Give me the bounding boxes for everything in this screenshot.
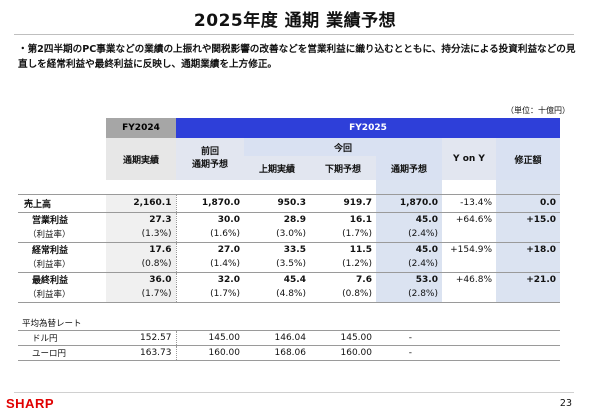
header-current: 今回	[244, 138, 442, 156]
cell-h1: (4.8%)	[276, 289, 306, 300]
cell-fy24: (0.8%)	[106, 257, 176, 272]
header-yoy: Y on Y	[442, 138, 496, 180]
summary-bullet: ・第2四半期のPC事業などの業績の上振れや関税影響の改善などを営業利益に織り込む…	[18, 44, 576, 70]
cell-prev: 145.00	[175, 330, 244, 345]
cell-h2: 919.7	[343, 198, 372, 208]
cell-prev: 30.0	[175, 212, 244, 227]
cell-h1: 168.06	[274, 347, 307, 358]
cell-h1: (3.0%)	[276, 229, 306, 240]
cell-fy24: 27.3	[106, 212, 176, 227]
table-row: 最終利益 36.0 32.0 45.4 7.6 53.0 +46.8% +21.…	[18, 272, 560, 287]
cell-prev: 160.00	[175, 345, 244, 360]
cell-full: 1,870.0	[376, 194, 442, 212]
page-number: 23	[559, 398, 572, 409]
title-divider	[14, 34, 574, 35]
table-row: （利益率） (1.7%) (1.7%) (4.8%) (0.8%) (2.8%)	[18, 287, 560, 302]
row-label: ユーロ円	[32, 348, 67, 359]
cell-full: (2.4%)	[376, 227, 442, 242]
cell-revision: +15.0	[496, 212, 560, 227]
header-full-forecast: 通期予想	[376, 156, 442, 180]
row-label: 最終利益	[32, 276, 69, 287]
cell-h1: 33.5	[283, 244, 306, 255]
fx-title-row: 平均為替レート	[18, 316, 560, 330]
cell-prev: 32.0	[175, 272, 244, 287]
table-row: 営業利益 27.3 30.0 28.9 16.1 45.0 +64.6% +15…	[18, 212, 560, 227]
cell-prev: 1,870.0	[175, 194, 244, 212]
fx-title: 平均為替レート	[22, 318, 82, 329]
cell-yoy: +64.6%	[455, 214, 492, 225]
row-label: 経常利益	[32, 246, 69, 257]
row-label: 売上高	[24, 199, 52, 210]
cell-prev: 27.0	[175, 242, 244, 257]
cell-h2: 145.00	[340, 332, 373, 343]
cell-revision: +21.0	[496, 272, 560, 287]
row-label: ドル円	[32, 333, 58, 344]
cell-full: (2.8%)	[376, 287, 442, 302]
cell-h1: 28.9	[283, 214, 306, 225]
cell-fy24: 36.0	[106, 272, 176, 287]
cell-full: -	[408, 332, 412, 343]
cell-yoy: -13.4%	[460, 198, 492, 208]
cell-h2: 11.5	[349, 244, 372, 255]
table-row: （利益率） (0.8%) (1.4%) (3.5%) (1.2%) (2.4%)	[18, 257, 560, 272]
cell-revision	[496, 287, 560, 302]
cell-revision	[496, 227, 560, 242]
table-row: 売上高 2,160.1 1,870.0 950.3 919.7 1,870.0 …	[18, 194, 560, 212]
cell-yoy	[442, 257, 496, 272]
cell-h1: (3.5%)	[276, 259, 306, 270]
cell-fy24: 2,160.1	[106, 194, 176, 212]
cell-fy24: (1.7%)	[106, 287, 176, 302]
cell-fy24: (1.3%)	[106, 227, 176, 242]
cell-full: 53.0	[376, 272, 442, 287]
sharp-logo: SHARP	[6, 396, 55, 411]
cell-h2: (0.8%)	[342, 289, 372, 300]
header-prev-forecast: 前回 通期予想	[176, 138, 244, 180]
cell-full: 45.0	[376, 212, 442, 227]
cell-yoy: +154.9%	[450, 244, 492, 255]
unit-note: （単位：十億円）	[506, 106, 570, 115]
cell-full: (2.4%)	[376, 257, 442, 272]
cell-yoy	[442, 227, 496, 242]
row-label: （利益率）	[28, 260, 71, 271]
header-fy2025: FY2025	[176, 118, 560, 138]
cell-yoy	[442, 287, 496, 302]
cell-fy24: 17.6	[106, 242, 176, 257]
forecast-table: FY2024 FY2025 通期実績 前回 通期予想 今回 Y on Y 修正額…	[18, 118, 560, 361]
footer-divider	[14, 392, 574, 393]
header-actual: 通期実績	[106, 138, 176, 180]
cell-prev: (1.7%)	[175, 287, 244, 302]
header-h2-forecast: 下期予想	[310, 156, 376, 180]
page-title: 2025年度 通期 業績予想	[193, 11, 397, 31]
table-row: 経常利益 17.6 27.0 33.5 11.5 45.0 +154.9% +1…	[18, 242, 560, 257]
cell-revision	[496, 257, 560, 272]
cell-h2: 7.6	[356, 274, 372, 285]
cell-h2: 16.1	[349, 214, 372, 225]
cell-h2: (1.7%)	[342, 229, 372, 240]
header-blank	[18, 118, 106, 138]
cell-fy24: 163.73	[140, 347, 172, 358]
cell-h1: 950.3	[277, 198, 306, 208]
cell-yoy: +46.8%	[455, 274, 492, 285]
cell-revision: 0.0	[496, 194, 560, 212]
row-label: 営業利益	[32, 216, 69, 227]
table-row: ドル円 152.57 145.00 146.04 145.00 -	[18, 330, 560, 345]
cell-revision: +18.0	[496, 242, 560, 257]
table-row: （利益率） (1.3%) (1.6%) (3.0%) (1.7%) (2.4%)	[18, 227, 560, 242]
cell-h2: (1.2%)	[342, 259, 372, 270]
header-revision: 修正額	[496, 138, 560, 180]
table-row: ユーロ円 163.73 160.00 168.06 160.00 -	[18, 345, 560, 360]
header-h1-actual: 上期実績	[244, 156, 310, 180]
cell-full: 45.0	[376, 242, 442, 257]
cell-h1: 45.4	[283, 274, 306, 285]
row-label: （利益率）	[28, 230, 71, 241]
cell-prev: (1.6%)	[175, 227, 244, 242]
cell-h1: 146.04	[274, 332, 307, 343]
cell-full: -	[408, 347, 412, 358]
cell-prev: (1.4%)	[175, 257, 244, 272]
cell-fy24: 152.57	[140, 332, 172, 343]
cell-h2: 160.00	[340, 347, 373, 358]
row-label: （利益率）	[28, 290, 71, 301]
header-fy2024: FY2024	[106, 118, 176, 138]
